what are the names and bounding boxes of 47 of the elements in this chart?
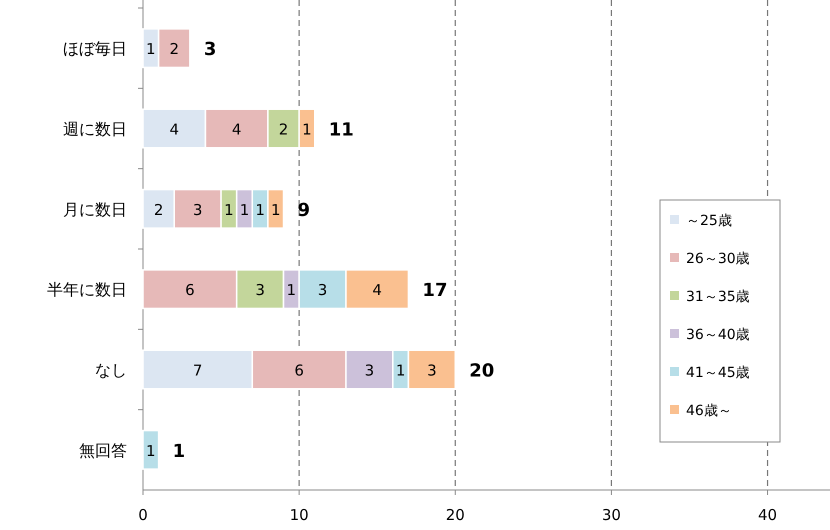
legend-label: 46歳～ <box>686 403 732 419</box>
data-label: 3 <box>255 281 265 300</box>
total-label: 17 <box>422 280 448 302</box>
data-label: 1 <box>270 200 280 219</box>
legend-label: 26～30歳 <box>686 251 750 267</box>
y-tick-label: 無回答 <box>79 440 127 460</box>
total-label: 3 <box>204 39 216 60</box>
y-tick-label: 半年に数日 <box>47 280 127 300</box>
legend-label: 36～40歳 <box>686 327 750 343</box>
data-label: 4 <box>372 281 382 300</box>
data-label: 1 <box>286 281 296 300</box>
data-label: 3 <box>427 362 437 380</box>
data-label: 1 <box>224 200 234 219</box>
data-label: 2 <box>278 120 288 138</box>
y-tick-label: なし <box>95 360 127 380</box>
legend-label: 41～45歳 <box>686 365 750 381</box>
total-label: 11 <box>328 120 354 140</box>
data-label: 1 <box>240 200 250 219</box>
data-label: 1 <box>146 442 156 460</box>
data-label: 1 <box>255 200 265 219</box>
data-label: 2 <box>154 200 164 219</box>
data-label: 1 <box>302 120 312 138</box>
y-tick-label: 月に数日 <box>63 200 127 219</box>
data-label: 3 <box>318 281 328 300</box>
legend-label: ～25歳 <box>686 213 732 229</box>
total-label: 20 <box>469 360 494 382</box>
data-label: 6 <box>185 281 195 300</box>
y-tick-label: 週に数日 <box>63 120 127 138</box>
x-tick-label: 20 <box>446 506 465 524</box>
total-label: 1 <box>172 440 186 462</box>
data-label: 2 <box>169 40 179 58</box>
x-tick-label: 0 <box>138 506 148 524</box>
bar <box>142 430 160 470</box>
legend-label: 31～35歳 <box>686 289 750 305</box>
data-label: 1 <box>146 40 156 58</box>
x-tick-label: 30 <box>602 506 621 524</box>
total-label: 9 <box>298 200 310 221</box>
data-label: 4 <box>169 120 179 138</box>
data-label: 3 <box>364 362 374 380</box>
x-tick-label: 10 <box>290 506 309 524</box>
data-label: 4 <box>232 120 242 138</box>
y-tick-label: ほぼ毎日 <box>63 39 127 58</box>
x-tick-label: 40 <box>758 506 778 524</box>
data-label: 7 <box>192 362 202 380</box>
data-label: 1 <box>396 362 406 380</box>
data-label: 3 <box>192 200 202 219</box>
data-label: 6 <box>294 362 304 380</box>
